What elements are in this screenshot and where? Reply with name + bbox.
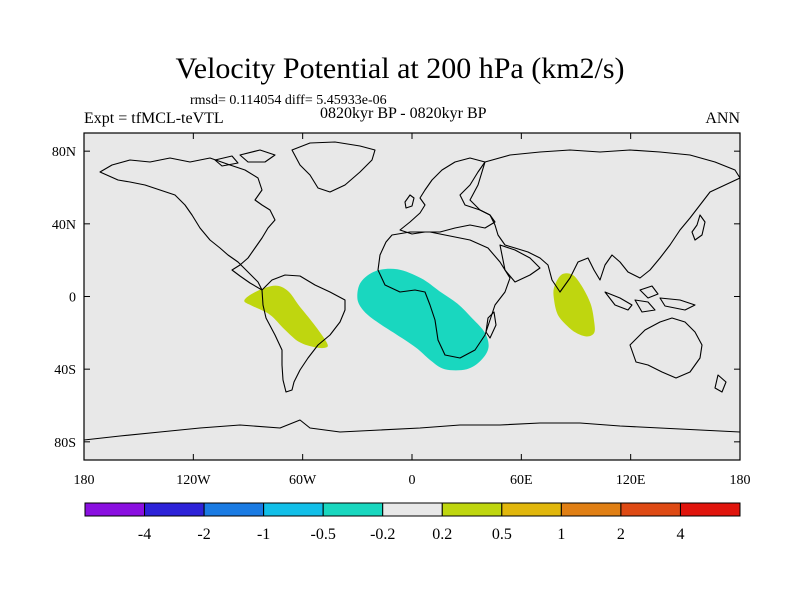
coast-antarctica	[84, 419, 740, 441]
colorbar-label: -2	[197, 526, 210, 543]
coast-australia	[629, 317, 703, 379]
coast-arctic-islands	[214, 149, 276, 167]
coast-north-america	[99, 157, 276, 291]
colorbar-label: 0.5	[492, 526, 512, 543]
coast-indonesia	[604, 285, 696, 313]
experiment-label: Expt = tfMCL-teVTL	[84, 110, 224, 127]
colorbar-swatch	[560, 502, 622, 517]
y-tick-label: 80S	[54, 436, 76, 451]
x-tick-label: 60W	[289, 473, 317, 488]
coast-british-isles	[404, 194, 415, 209]
colorbar-label: -4	[138, 526, 151, 543]
colorbar-swatch	[84, 502, 146, 517]
colorbar-label: 1	[557, 526, 565, 543]
colorbar-swatch	[620, 502, 681, 517]
y-tick-label: 40S	[54, 363, 76, 378]
x-tick-label: 120E	[616, 473, 646, 488]
map-title: Velocity Potential at 200 hPa (km2/s)	[175, 52, 625, 85]
coast-japan	[691, 214, 706, 241]
period-text: 0820kyr BP - 0820kyr BP	[320, 105, 487, 122]
y-tick-label: 80N	[52, 145, 76, 160]
y-tick-label: 40N	[52, 218, 76, 233]
x-tick-label: 120W	[176, 473, 211, 488]
colorbar-label: -1	[257, 526, 270, 543]
coast-asia	[469, 149, 740, 293]
colorbar-swatch	[203, 502, 265, 517]
coast-new-zealand	[714, 374, 727, 393]
coast-arabia	[499, 244, 541, 283]
x-tick-label: 180	[74, 473, 95, 488]
x-tick-label: 60E	[510, 473, 533, 488]
colorbar-swatch	[679, 502, 741, 517]
anomaly-region-south-america-positive	[244, 285, 328, 349]
colorbar-swatch	[322, 502, 384, 517]
colorbar-swatch	[441, 502, 503, 517]
colorbar-label: 4	[676, 526, 684, 543]
anomaly-region-indian-ocean-positive	[553, 273, 595, 337]
coast-madagascar	[485, 311, 497, 339]
coast-europe	[399, 157, 496, 235]
coast-greenland	[291, 141, 376, 193]
x-tick-label: 180	[730, 473, 751, 488]
y-tick-label: 0	[69, 291, 76, 306]
colorbar-swatch	[501, 502, 562, 517]
coast-africa	[377, 231, 511, 359]
anomaly-region-africa-atlantic-negative	[357, 268, 489, 371]
season-label: ANN	[705, 110, 740, 127]
colorbar-swatch	[263, 502, 324, 517]
colorbar-label: -0.2	[370, 526, 395, 543]
axis-ticks: 180 120W 60W 0 60E 120E 180 80N 40N 0 40S 80S	[52, 133, 751, 488]
x-tick-label: 0	[409, 473, 416, 488]
coastlines	[84, 141, 740, 441]
colorbar-swatch	[382, 502, 443, 517]
colorbar: -4 -2 -1 -0.5 -0.2 0.2 0.5 1 2 4	[84, 502, 741, 543]
colorbar-label: -0.5	[311, 526, 336, 543]
coast-south-america	[261, 274, 346, 393]
colorbar-label: 2	[617, 526, 625, 543]
anomaly-regions	[244, 268, 595, 371]
colorbar-swatch	[144, 502, 205, 517]
stats-text: rmsd= 0.114054 diff= 5.45933e-06	[190, 93, 387, 108]
colorbar-label: 0.2	[432, 526, 452, 543]
